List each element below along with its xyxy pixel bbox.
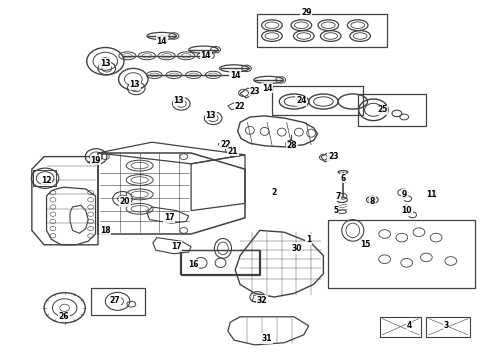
Text: 1: 1: [306, 235, 311, 244]
Bar: [380, 317, 421, 337]
Text: 25: 25: [377, 105, 388, 114]
Text: 14: 14: [200, 51, 211, 60]
Text: 27: 27: [110, 296, 121, 305]
Text: 10: 10: [401, 206, 412, 215]
Text: 19: 19: [90, 156, 101, 165]
Text: 31: 31: [262, 334, 272, 343]
Text: 6: 6: [341, 174, 345, 183]
Text: 22: 22: [235, 102, 245, 111]
Text: 2: 2: [272, 188, 277, 197]
Text: 13: 13: [173, 96, 184, 105]
Text: 23: 23: [328, 152, 339, 161]
Bar: [257, 14, 387, 47]
Text: 4: 4: [407, 321, 412, 330]
Text: 15: 15: [360, 240, 370, 249]
Text: 30: 30: [291, 244, 302, 253]
Text: 14: 14: [230, 71, 241, 80]
Text: 32: 32: [257, 296, 268, 305]
Text: 8: 8: [370, 197, 375, 206]
Text: 5: 5: [333, 206, 338, 215]
Text: 16: 16: [188, 260, 199, 269]
Bar: [358, 94, 426, 126]
Text: 14: 14: [262, 84, 272, 93]
Text: 12: 12: [41, 176, 52, 185]
Bar: [91, 288, 145, 315]
Bar: [180, 250, 259, 274]
Text: 7: 7: [336, 192, 341, 201]
Bar: [426, 317, 470, 337]
Text: 9: 9: [402, 190, 407, 199]
Text: 17: 17: [171, 242, 182, 251]
Text: 26: 26: [58, 312, 69, 321]
Text: 13: 13: [205, 111, 216, 120]
Bar: [272, 86, 363, 115]
Bar: [328, 220, 475, 288]
Text: 3: 3: [443, 321, 448, 330]
Text: 22: 22: [220, 140, 231, 149]
Text: 24: 24: [296, 96, 307, 105]
Text: 28: 28: [286, 141, 297, 150]
Text: 29: 29: [301, 8, 312, 17]
Bar: [181, 250, 260, 275]
Text: 13: 13: [129, 80, 140, 89]
Text: 21: 21: [227, 147, 238, 156]
Text: 11: 11: [426, 190, 437, 199]
Text: 14: 14: [156, 37, 167, 46]
Text: 17: 17: [164, 213, 174, 222]
Text: 18: 18: [100, 226, 111, 235]
Text: 20: 20: [120, 197, 130, 206]
Text: 13: 13: [100, 59, 111, 68]
Text: 23: 23: [249, 87, 260, 96]
